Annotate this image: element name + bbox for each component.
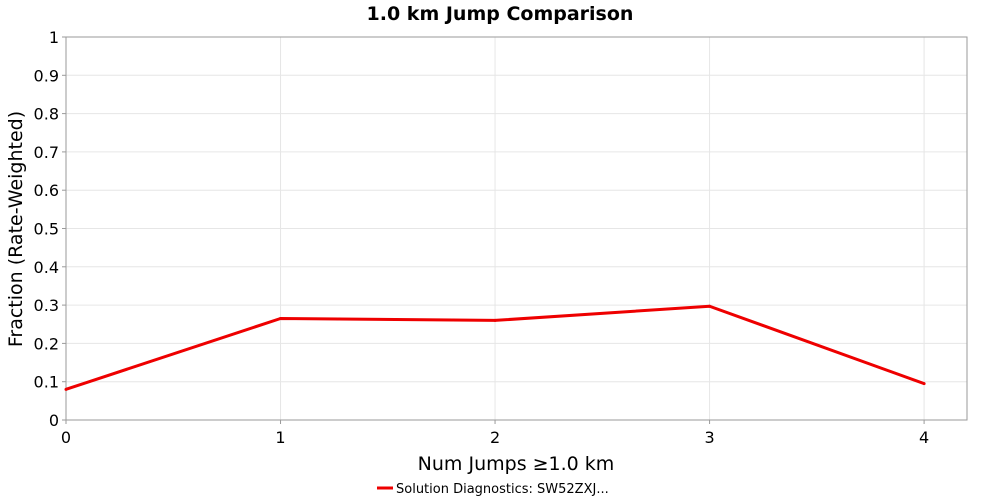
x-tick-label: 0 — [61, 428, 71, 447]
data-point — [279, 317, 283, 321]
y-tick-label: 0.9 — [34, 66, 59, 85]
y-tick-label: 0.3 — [34, 296, 59, 315]
x-axis-ticks: 0 1 2 3 4 — [61, 420, 929, 447]
y-tick-label: 0.5 — [34, 220, 59, 239]
y-tick-label: 0.8 — [34, 105, 59, 124]
grid — [66, 37, 967, 420]
x-tick-label: 2 — [490, 428, 500, 447]
chart-title: 1.0 km Jump Comparison — [367, 3, 634, 25]
data-point — [493, 318, 497, 322]
data-point — [64, 387, 68, 391]
x-axis-label: Num Jumps ≥1.0 km — [418, 453, 615, 475]
x-tick-label: 4 — [919, 428, 929, 447]
data-point — [708, 304, 712, 308]
series-layer — [64, 304, 926, 391]
y-tick-label: 0.4 — [34, 258, 59, 277]
y-tick-label: 0.7 — [34, 143, 59, 162]
x-tick-label: 3 — [704, 428, 714, 447]
y-tick-label: 0.1 — [34, 373, 59, 392]
y-tick-label: 0.6 — [34, 181, 59, 200]
legend: Solution Diagnostics: SW52ZXJ... — [377, 482, 609, 497]
y-axis-ticks: 0 0.1 0.2 0.3 0.4 0.5 0.6 0.7 0.8 0.9 1 — [34, 28, 66, 430]
x-tick-label: 1 — [275, 428, 285, 447]
legend-entry: Solution Diagnostics: SW52ZXJ... — [396, 482, 609, 497]
y-tick-label: 0 — [49, 411, 59, 430]
y-tick-label: 0.2 — [34, 334, 59, 353]
data-point — [922, 382, 926, 386]
y-axis-label: Fraction (Rate-Weighted) — [5, 111, 27, 347]
y-tick-label: 1 — [49, 28, 59, 47]
